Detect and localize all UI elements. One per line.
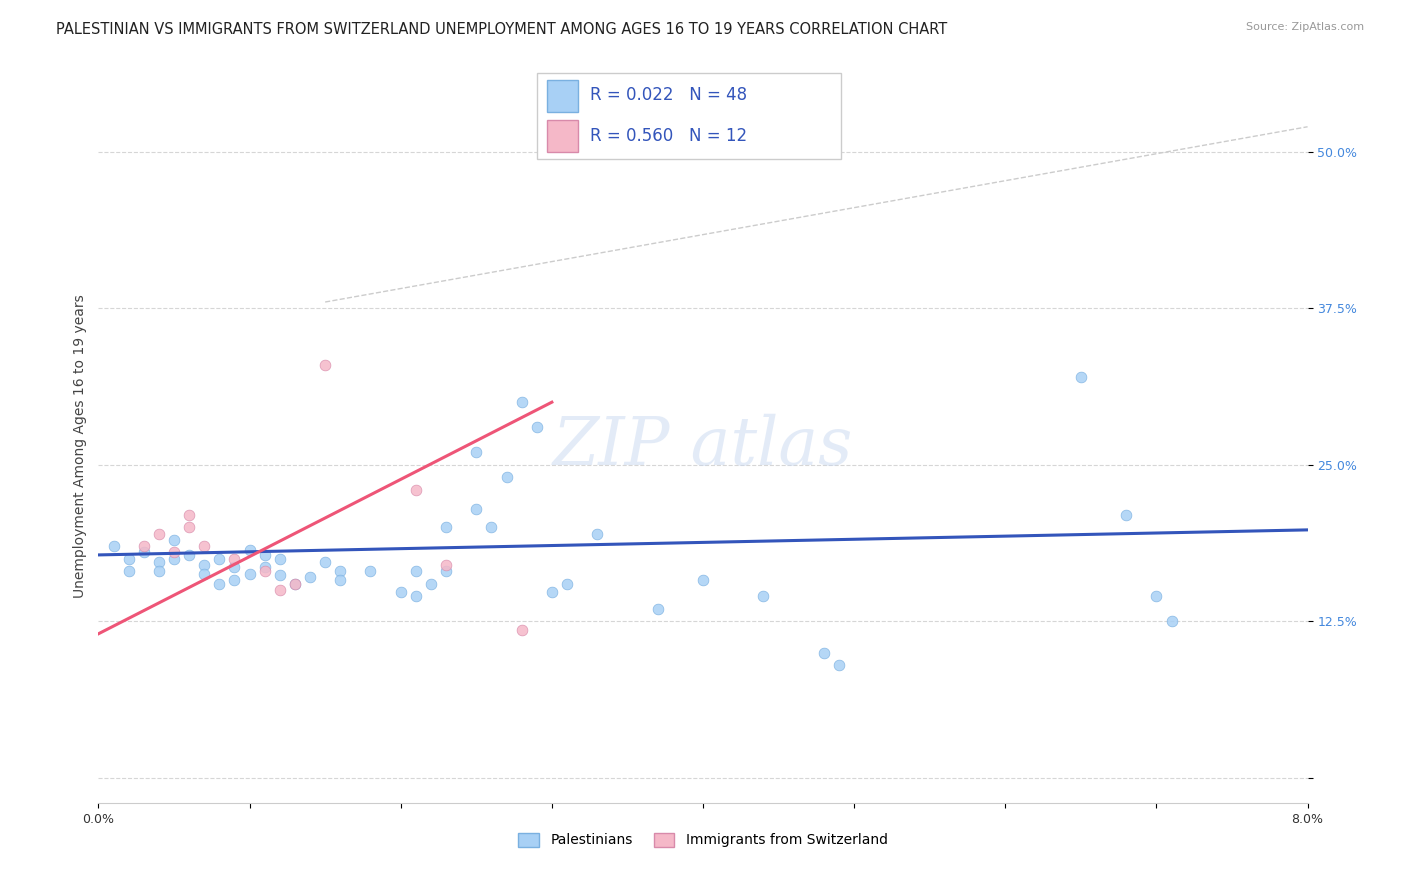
Point <box>193 566 215 581</box>
Point <box>329 564 352 578</box>
Point <box>193 539 215 553</box>
Point <box>314 556 336 570</box>
Point <box>434 520 457 534</box>
Point <box>510 395 533 409</box>
Point <box>253 548 276 562</box>
Point <box>420 576 443 591</box>
Point <box>314 358 336 372</box>
FancyBboxPatch shape <box>547 80 578 112</box>
Point <box>253 560 276 574</box>
Point <box>163 545 186 559</box>
Point <box>465 501 488 516</box>
Point <box>1115 508 1137 522</box>
Point <box>405 589 427 603</box>
Text: ZIP atlas: ZIP atlas <box>553 413 853 479</box>
Point <box>148 556 170 570</box>
Point <box>193 558 215 572</box>
Text: R = 0.560   N = 12: R = 0.560 N = 12 <box>591 127 747 145</box>
Point <box>239 542 262 557</box>
Point <box>269 582 291 597</box>
Point <box>208 551 231 566</box>
Point <box>132 545 155 559</box>
Point <box>1146 589 1168 603</box>
Point <box>179 548 201 562</box>
Point <box>1160 614 1182 628</box>
Point <box>253 564 276 578</box>
Point <box>224 551 246 566</box>
Point <box>495 470 517 484</box>
Point <box>434 558 457 572</box>
Point <box>103 539 125 553</box>
Point <box>405 564 427 578</box>
Y-axis label: Unemployment Among Ages 16 to 19 years: Unemployment Among Ages 16 to 19 years <box>73 294 87 598</box>
Point <box>389 585 412 599</box>
Point <box>208 576 231 591</box>
Point <box>405 483 427 497</box>
Point <box>132 539 155 553</box>
Point <box>118 564 141 578</box>
Point <box>555 576 578 591</box>
Point <box>828 658 851 673</box>
Point <box>510 623 533 637</box>
Point <box>540 585 562 599</box>
Point <box>360 564 382 578</box>
Point <box>465 445 488 459</box>
Point <box>163 551 186 566</box>
Point <box>148 564 170 578</box>
Point <box>526 420 548 434</box>
Point <box>481 520 503 534</box>
Point <box>329 573 352 587</box>
Point <box>148 526 170 541</box>
Point <box>179 520 201 534</box>
Point <box>224 560 246 574</box>
Point <box>118 551 141 566</box>
Point <box>586 526 609 541</box>
FancyBboxPatch shape <box>547 120 578 152</box>
Point <box>179 508 201 522</box>
Point <box>752 589 775 603</box>
Point <box>647 601 669 615</box>
Point <box>239 566 262 581</box>
Text: R = 0.022   N = 48: R = 0.022 N = 48 <box>591 87 747 104</box>
Legend: Palestinians, Immigrants from Switzerland: Palestinians, Immigrants from Switzerlan… <box>513 827 893 853</box>
Text: Source: ZipAtlas.com: Source: ZipAtlas.com <box>1246 22 1364 32</box>
Point <box>813 646 835 660</box>
Point <box>1070 370 1092 384</box>
Point <box>269 551 291 566</box>
Point <box>284 576 307 591</box>
FancyBboxPatch shape <box>537 73 841 159</box>
Point <box>434 564 457 578</box>
Point <box>299 570 322 584</box>
Point <box>224 573 246 587</box>
Point <box>269 568 291 582</box>
Point <box>284 576 307 591</box>
Text: PALESTINIAN VS IMMIGRANTS FROM SWITZERLAND UNEMPLOYMENT AMONG AGES 16 TO 19 YEAR: PALESTINIAN VS IMMIGRANTS FROM SWITZERLA… <box>56 22 948 37</box>
Point <box>692 573 714 587</box>
Point <box>163 533 186 547</box>
